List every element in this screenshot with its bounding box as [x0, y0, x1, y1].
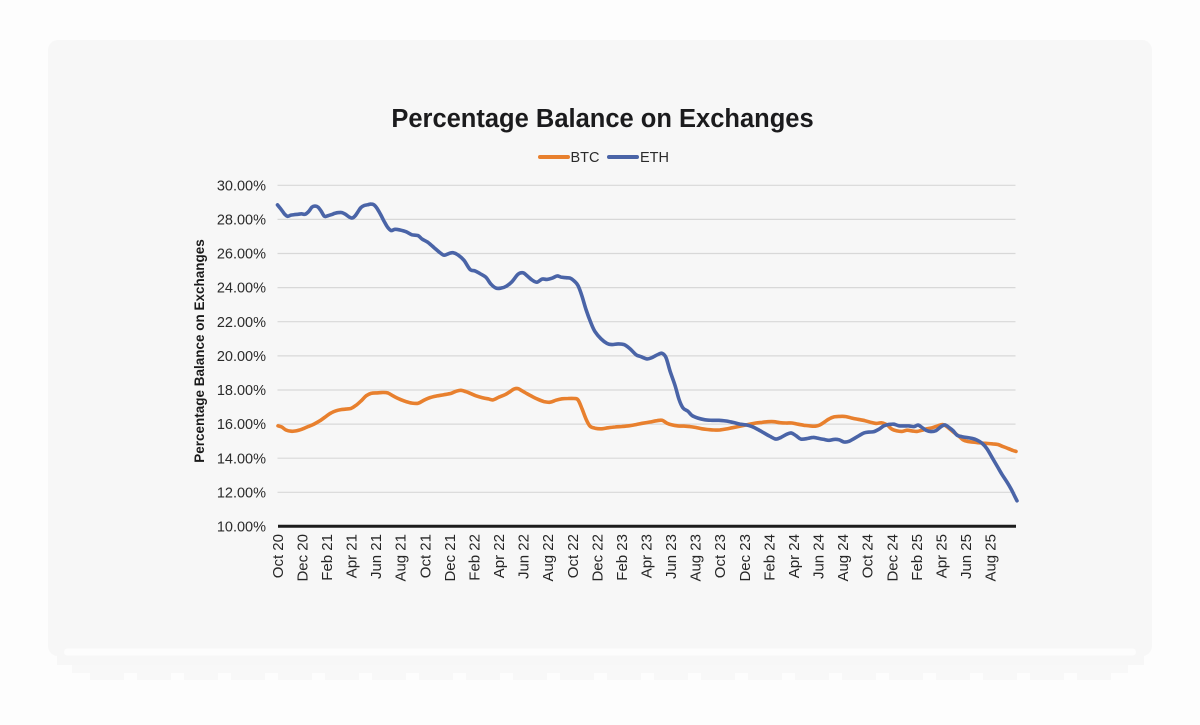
svg-text:Apr 25: Apr 25: [934, 534, 951, 578]
svg-text:Dec 23: Dec 23: [737, 534, 754, 582]
svg-text:Feb 22: Feb 22: [466, 534, 483, 581]
svg-text:Oct 23: Oct 23: [712, 534, 729, 578]
svg-text:Oct 21: Oct 21: [417, 534, 434, 578]
svg-text:10.00%: 10.00%: [217, 520, 266, 536]
svg-text:Feb 21: Feb 21: [319, 534, 336, 581]
svg-text:Oct 20: Oct 20: [270, 534, 287, 578]
svg-text:Feb 25: Feb 25: [909, 534, 926, 581]
svg-text:Apr 21: Apr 21: [344, 534, 361, 578]
svg-text:16.00%: 16.00%: [217, 417, 266, 433]
svg-text:Apr 24: Apr 24: [786, 534, 803, 578]
svg-text:Aug 21: Aug 21: [393, 534, 410, 582]
svg-text:Feb 24: Feb 24: [761, 534, 778, 581]
svg-text:22.00%: 22.00%: [217, 315, 266, 331]
svg-text:Apr 22: Apr 22: [491, 534, 508, 578]
svg-text:Jun 21: Jun 21: [368, 534, 385, 579]
svg-text:Jun 22: Jun 22: [516, 534, 533, 579]
svg-text:Jun 25: Jun 25: [958, 534, 975, 579]
svg-text:Dec 20: Dec 20: [294, 534, 311, 582]
svg-text:12.00%: 12.00%: [217, 485, 266, 501]
svg-text:Dec 24: Dec 24: [884, 534, 901, 582]
svg-text:Feb 23: Feb 23: [614, 534, 631, 581]
svg-text:BTC: BTC: [571, 150, 600, 166]
svg-text:Aug 23: Aug 23: [688, 534, 705, 582]
svg-text:Apr 23: Apr 23: [639, 534, 656, 578]
svg-text:20.00%: 20.00%: [217, 349, 266, 365]
svg-text:ETH: ETH: [640, 150, 669, 166]
svg-text:Dec 21: Dec 21: [442, 534, 459, 582]
svg-text:Aug 22: Aug 22: [540, 534, 557, 582]
svg-text:Aug 24: Aug 24: [835, 534, 852, 582]
svg-text:Percentage Balance on Exchange: Percentage Balance on Exchanges: [391, 105, 813, 133]
svg-text:24.00%: 24.00%: [217, 281, 266, 297]
svg-text:Dec 22: Dec 22: [589, 534, 606, 582]
svg-text:Oct 22: Oct 22: [565, 534, 582, 578]
svg-text:30.00%: 30.00%: [217, 178, 266, 194]
svg-text:Jun 24: Jun 24: [811, 534, 828, 579]
svg-text:28.00%: 28.00%: [217, 213, 266, 229]
svg-text:Oct 24: Oct 24: [860, 534, 877, 578]
svg-text:Jun 23: Jun 23: [663, 534, 680, 579]
svg-text:18.00%: 18.00%: [217, 383, 266, 399]
svg-text:Percentage Balance on Exchange: Percentage Balance on Exchanges: [192, 239, 207, 463]
svg-text:26.00%: 26.00%: [217, 247, 266, 263]
svg-text:14.00%: 14.00%: [217, 451, 266, 467]
svg-text:Aug 25: Aug 25: [983, 534, 1000, 582]
